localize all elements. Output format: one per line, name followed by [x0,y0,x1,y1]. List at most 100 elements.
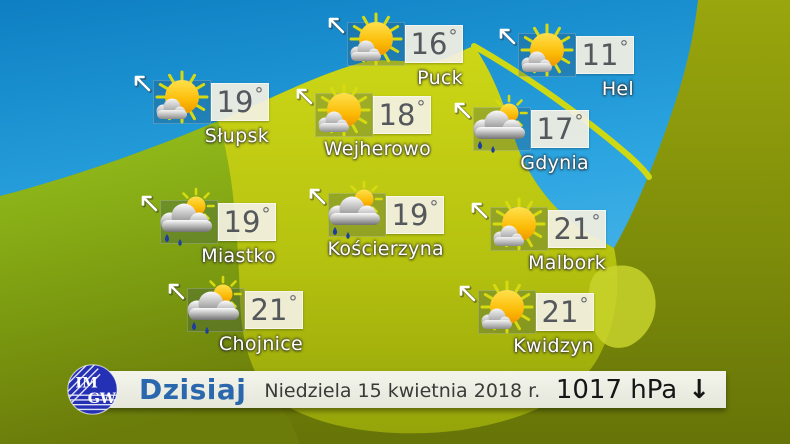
weather-icon-box [153,70,211,124]
wind-nw-arrow-icon [168,283,186,301]
hel-peninsula [471,43,652,180]
weather-icon-box [315,83,373,137]
degree-symbol: ° [254,84,264,105]
sun-cloud-icon [480,280,534,334]
temperature-value: 19 [391,197,429,232]
city-label: Kwidzyn [513,335,594,357]
cloud-sun-rain-icon [327,180,383,241]
logo-text-gw: GW [88,391,117,407]
city-label: Kościerzyna [327,238,444,260]
cloud-sun-rain-icon [159,187,215,248]
weather-widget-koscierzyna: 19 ° Kościerzyna [306,180,456,265]
weather-icon-box [518,23,576,77]
weather-panel: 11 ° [518,23,634,77]
temperature-box: 19 ° [211,83,269,121]
lowland-patch [588,265,656,348]
weather-icon-box [490,197,548,251]
land-west-region [0,121,300,444]
degree-symbol: ° [261,204,271,225]
temperature-box: 19 ° [218,203,276,241]
degree-symbol: ° [574,111,584,132]
temperature-box: 21 ° [548,210,606,248]
wind-nw-arrow-icon [499,28,517,46]
temperature-box: 21 ° [536,293,594,331]
sun-cloud-icon [492,197,546,251]
temperature-value: 18 [378,97,416,132]
city-label: Wejherowo [323,138,431,160]
city-label: Hel [601,78,634,100]
wind-nw-arrow-icon [134,75,152,93]
weather-panel: 19 ° [153,70,269,124]
wind-nw-arrow-icon [296,88,314,106]
weather-panel: 19 ° [159,187,276,248]
wind-nw-arrow-icon [454,102,472,120]
pressure-value: 1017 hPa [555,374,678,405]
weather-widget-kwidzyn: 21 ° Kwidzyn [456,280,606,362]
bottom-bar: IM GW Dzisiaj Niedziela 15 kwietnia 2018… [67,364,726,415]
imgw-logo: IM GW [67,364,118,415]
cloud-sun-rain-icon [472,94,528,155]
city-label: Chojnice [218,333,303,355]
weather-panel: 21 ° [478,280,594,334]
wind-nw-arrow-icon [328,17,346,35]
city-label: Słupsk [204,125,269,147]
weather-icon-box [472,94,531,155]
cloud-sun-rain-icon [186,275,242,336]
weather-widget-puck: 16 ° Puck [325,12,475,94]
weather-widget-gdynia: 17 ° Gdynia [451,94,601,179]
weather-icon-box [159,187,218,248]
wind-nw-arrow-icon [459,285,477,303]
degree-symbol: ° [429,197,439,218]
sun-cloud-icon [317,83,371,137]
degree-symbol: ° [416,97,426,118]
wind-nw-arrow-icon [471,202,489,220]
pressure-readout: 1017 hPa ↓ [556,375,710,405]
degree-symbol: ° [591,211,601,232]
weather-panel: 18 ° [315,83,431,137]
wind-nw-arrow-icon [309,188,327,206]
land-highlight-region [218,46,618,434]
temperature-value: 21 [250,292,288,327]
weather-icon-box [327,180,386,241]
temperature-value: 19 [216,84,254,119]
temperature-box: 16 ° [405,25,463,63]
weather-panel: 21 ° [186,275,303,336]
today-label: Dzisiaj [139,373,247,406]
temperature-box: 18 ° [373,96,431,134]
pressure-falling-arrow-icon: ↓ [688,374,710,405]
temperature-value: 21 [541,294,579,329]
weather-panel: 21 ° [490,197,606,251]
sun-cloud-icon [520,23,574,77]
weather-icon-box [478,280,536,334]
weather-widget-chojnice: 21 ° Chojnice [165,275,315,360]
temperature-value: 16 [410,26,448,61]
city-label: Miastko [201,245,276,267]
temperature-value: 17 [536,111,574,146]
degree-symbol: ° [579,294,589,315]
wind-nw-arrow-icon [141,195,159,213]
degree-symbol: ° [288,292,298,313]
weather-panel: 16 ° [347,12,463,66]
weather-widget-slupsk: 19 ° Słupsk [131,70,281,152]
temperature-box: 17 ° [531,110,589,148]
weather-icon-box [186,275,245,336]
temperature-box: 19 ° [386,196,444,234]
weather-widget-wejherowo: 18 ° Wejherowo [293,83,443,165]
weather-panel: 17 ° [472,94,589,155]
city-label: Gdynia [520,152,589,174]
sun-cloud-icon [155,70,209,124]
temperature-box: 11 ° [576,36,634,74]
temperature-value: 11 [581,37,619,72]
temperature-value: 21 [553,211,591,246]
weather-widget-hel: 11 ° Hel [496,23,646,105]
city-label: Puck [417,67,463,89]
temperature-value: 19 [223,204,261,239]
sun-cloud-icon [349,12,403,66]
city-label: Malbork [528,252,606,274]
logo-text-im: IM [75,376,98,392]
weather-icon-box [347,12,405,66]
date-label: Niedziela 15 kwietnia 2018 r. [264,379,541,402]
degree-symbol: ° [619,37,629,58]
weather-widget-miastko: 19 ° Miastko [138,187,288,272]
